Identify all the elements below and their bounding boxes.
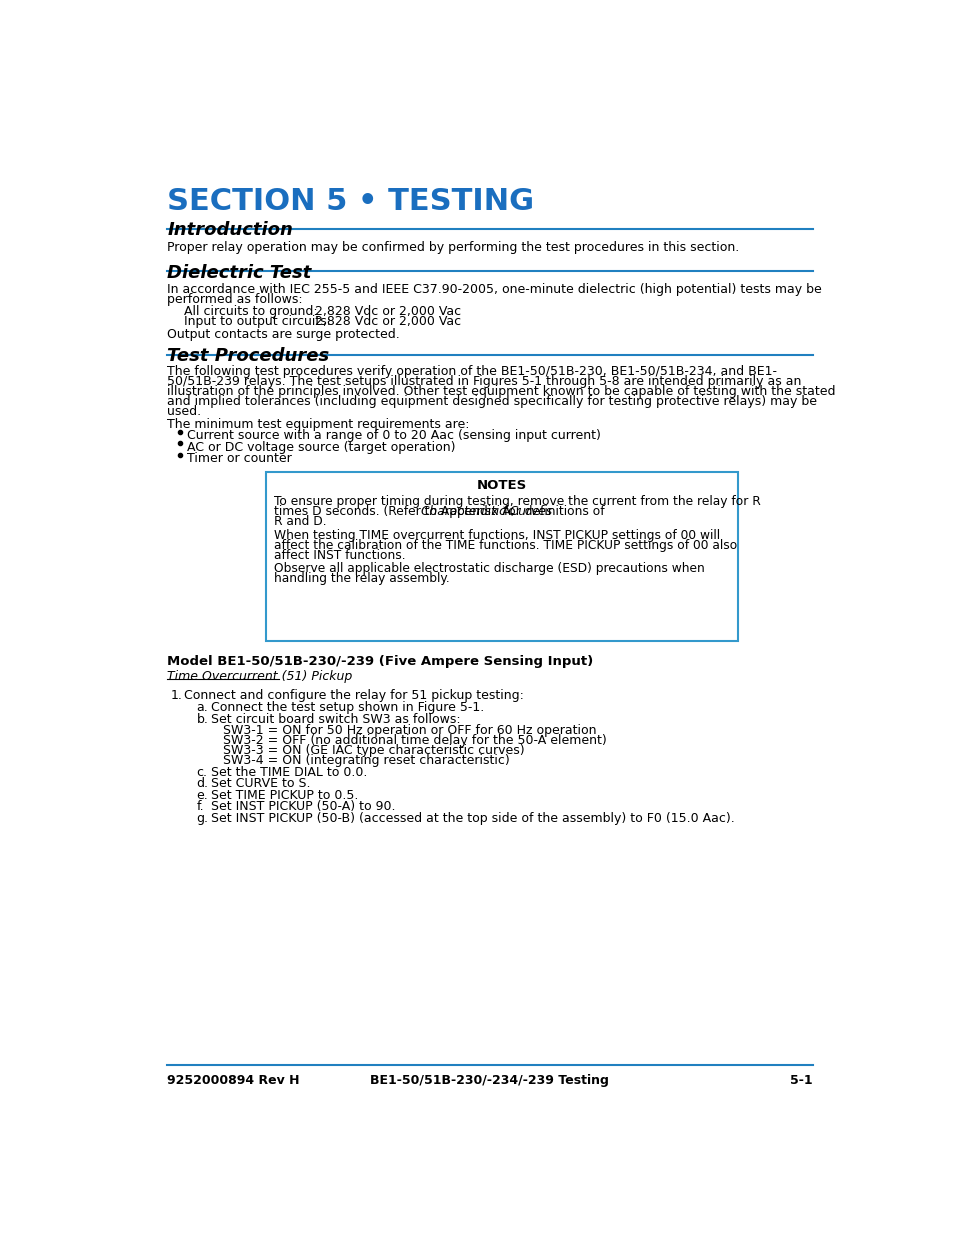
Text: Set circuit board switch SW3 as follows:: Set circuit board switch SW3 as follows: <box>211 713 460 726</box>
Text: Characteristic Curves: Characteristic Curves <box>420 505 552 517</box>
Text: performed as follows:: performed as follows: <box>167 293 303 306</box>
Text: affect INST functions.: affect INST functions. <box>274 548 405 562</box>
Text: d.: d. <box>196 777 209 790</box>
Text: Introduction: Introduction <box>167 221 293 240</box>
Text: The following test procedures verify operation of the BE1-50/51B-230, BE1-50/51B: The following test procedures verify ope… <box>167 366 777 378</box>
Text: NOTES: NOTES <box>476 479 527 493</box>
Text: When testing TIME overcurrent functions, INST PICKUP settings of 00 will: When testing TIME overcurrent functions,… <box>274 529 720 542</box>
Text: a.: a. <box>196 701 209 714</box>
Text: 2,828 Vdc or 2,000 Vac: 2,828 Vdc or 2,000 Vac <box>314 305 460 317</box>
Text: SW3-1 = ON for 50 Hz operation or OFF for 60 Hz operation: SW3-1 = ON for 50 Hz operation or OFF fo… <box>223 724 596 737</box>
Text: 2,828 Vdc or 2,000 Vac: 2,828 Vdc or 2,000 Vac <box>314 315 460 329</box>
Text: To ensure proper timing during testing, remove the current from the relay for R: To ensure proper timing during testing, … <box>274 495 760 508</box>
Text: SECTION 5 • TESTING: SECTION 5 • TESTING <box>167 186 534 216</box>
Text: 5-1: 5-1 <box>789 1073 812 1087</box>
Text: e.: e. <box>196 789 209 802</box>
Text: b.: b. <box>196 713 209 726</box>
Text: used.: used. <box>167 405 201 419</box>
Bar <box>266 472 737 641</box>
Text: SW3-4 = ON (integrating reset characteristic): SW3-4 = ON (integrating reset characteri… <box>223 755 509 767</box>
Text: In accordance with IEC 255-5 and IEEE C37.90-2005, one-minute dielectric (high p: In accordance with IEC 255-5 and IEEE C3… <box>167 283 821 296</box>
Text: 50/51B-239 relays. The test setups illustrated in Figures 5-1 through 5-8 are in: 50/51B-239 relays. The test setups illus… <box>167 375 801 388</box>
Text: Set CURVE to S.: Set CURVE to S. <box>211 777 310 790</box>
Text: f.: f. <box>196 800 204 814</box>
Text: Set TIME PICKUP to 0.5.: Set TIME PICKUP to 0.5. <box>211 789 357 802</box>
Text: SW3-2 = OFF (no additional time delay for the 50-A element): SW3-2 = OFF (no additional time delay fo… <box>223 734 606 747</box>
Text: g.: g. <box>196 811 209 825</box>
Text: Set the TIME DIAL to 0.0.: Set the TIME DIAL to 0.0. <box>211 766 367 779</box>
Text: affect the calibration of the TIME functions. TIME PICKUP settings of 00 also: affect the calibration of the TIME funct… <box>274 538 737 552</box>
Text: Observe all applicable electrostatic discharge (ESD) precautions when: Observe all applicable electrostatic dis… <box>274 562 704 576</box>
Text: Time Overcurrent (51) Pickup: Time Overcurrent (51) Pickup <box>167 671 353 683</box>
Text: for definitions of: for definitions of <box>499 505 604 517</box>
Text: times D seconds. (Refer to Appendix A,: times D seconds. (Refer to Appendix A, <box>274 505 518 517</box>
Text: illustration of the principles involved. Other test equipment known to be capabl: illustration of the principles involved.… <box>167 385 835 399</box>
Text: The minimum test equipment requirements are:: The minimum test equipment requirements … <box>167 419 469 431</box>
Text: Input to output circuits:: Input to output circuits: <box>184 315 331 329</box>
Text: c.: c. <box>196 766 208 779</box>
Text: handling the relay assembly.: handling the relay assembly. <box>274 573 450 585</box>
Text: Dielectric Test: Dielectric Test <box>167 264 312 282</box>
Text: Test Procedures: Test Procedures <box>167 347 329 364</box>
Text: Output contacts are surge protected.: Output contacts are surge protected. <box>167 329 399 341</box>
Text: R and D.: R and D. <box>274 515 327 527</box>
Text: BE1-50/51B-230/-234/-239 Testing: BE1-50/51B-230/-234/-239 Testing <box>370 1073 609 1087</box>
Text: 1.: 1. <box>171 689 182 701</box>
Text: Connect the test setup shown in Figure 5-1.: Connect the test setup shown in Figure 5… <box>211 701 483 714</box>
Text: Set INST PICKUP (50-B) (accessed at the top side of the assembly) to F0 (15.0 Aa: Set INST PICKUP (50-B) (accessed at the … <box>211 811 734 825</box>
Text: All circuits to ground:: All circuits to ground: <box>184 305 317 317</box>
Text: SW3-3 = ON (GE IAC type characteristic curves): SW3-3 = ON (GE IAC type characteristic c… <box>223 745 524 757</box>
Text: AC or DC voltage source (target operation): AC or DC voltage source (target operatio… <box>187 441 456 453</box>
Text: Model BE1-50/51B-230/-239 (Five Ampere Sensing Input): Model BE1-50/51B-230/-239 (Five Ampere S… <box>167 655 593 668</box>
Text: Connect and configure the relay for 51 pickup testing:: Connect and configure the relay for 51 p… <box>184 689 524 701</box>
Text: Current source with a range of 0 to 20 Aac (sensing input current): Current source with a range of 0 to 20 A… <box>187 430 600 442</box>
Text: 9252000894 Rev H: 9252000894 Rev H <box>167 1073 299 1087</box>
Text: Set INST PICKUP (50-A) to 90.: Set INST PICKUP (50-A) to 90. <box>211 800 395 814</box>
Text: and implied tolerances (including equipment designed specifically for testing pr: and implied tolerances (including equipm… <box>167 395 817 409</box>
Text: Proper relay operation may be confirmed by performing the test procedures in thi: Proper relay operation may be confirmed … <box>167 241 739 253</box>
Text: Timer or counter: Timer or counter <box>187 452 292 466</box>
